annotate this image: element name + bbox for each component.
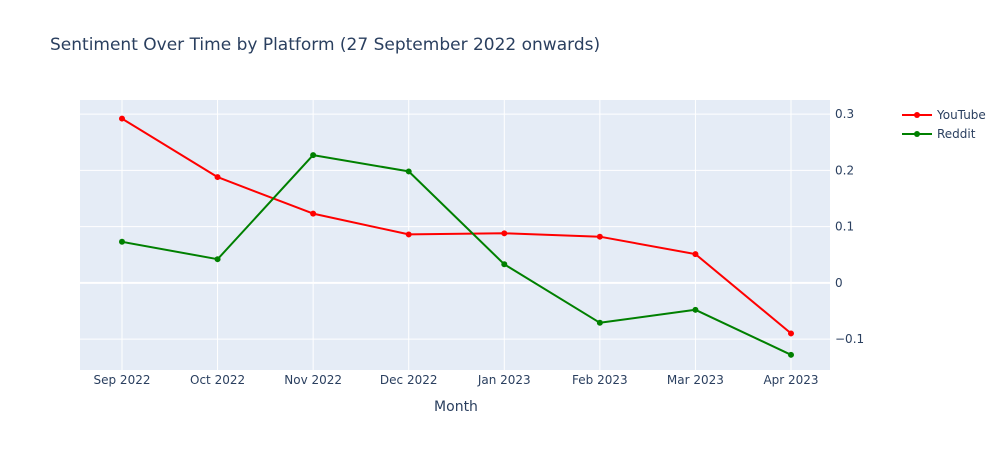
data-point-youtube[interactable] [119, 115, 125, 122]
data-point-reddit[interactable] [501, 261, 508, 268]
legend-item-youtube[interactable]: YouTube [902, 108, 986, 122]
legend-label: Reddit [937, 127, 976, 141]
y-tick-label: 0 [835, 276, 843, 290]
legend-label: YouTube [936, 108, 986, 122]
y-tick-label: 0.3 [835, 107, 854, 121]
data-point-youtube[interactable] [214, 174, 221, 181]
plot-area [80, 100, 830, 370]
data-point-youtube[interactable] [596, 233, 603, 240]
x-tick-label: Oct 2022 [190, 373, 245, 387]
series-layer [119, 115, 794, 358]
x-tick-label: Apr 2023 [763, 373, 818, 387]
data-point-reddit[interactable] [310, 152, 317, 159]
series-line-reddit [121, 154, 792, 356]
x-tick-label: Feb 2023 [572, 373, 628, 387]
y-tick-label: −0.1 [835, 332, 864, 346]
data-point-reddit[interactable] [214, 256, 221, 263]
data-point-reddit[interactable] [788, 351, 794, 358]
x-tick-label: Dec 2022 [380, 373, 438, 387]
data-point-youtube[interactable] [692, 251, 699, 258]
legend-item-reddit[interactable]: Reddit [902, 127, 976, 141]
legend[interactable]: YouTube Reddit [902, 108, 986, 141]
y-tick-label: 0.2 [835, 163, 854, 177]
data-point-youtube[interactable] [501, 230, 508, 237]
x-tick-label: Jan 2023 [477, 373, 531, 387]
x-axis-title: Month [434, 399, 478, 415]
data-point-youtube[interactable] [310, 210, 317, 217]
data-point-reddit[interactable] [692, 306, 699, 313]
data-point-reddit[interactable] [119, 238, 125, 245]
x-tick-label: Mar 2023 [667, 373, 724, 387]
ticks: Sep 2022 Oct 2022 Nov 2022 Dec 2022 Jan 2023… [94, 107, 865, 387]
data-point-youtube[interactable] [405, 231, 412, 238]
x-tick-label: Sep 2022 [94, 373, 151, 387]
data-point-reddit[interactable] [405, 168, 412, 175]
y-tick-label: 0.1 [835, 220, 854, 234]
data-point-youtube[interactable] [788, 330, 794, 337]
data-point-reddit[interactable] [596, 319, 603, 326]
legend-marker [914, 112, 920, 118]
legend-marker [914, 131, 920, 137]
x-tick-label: Nov 2022 [284, 373, 342, 387]
series-line-youtube [121, 117, 792, 335]
chart-title: Sentiment Over Time by Platform (27 Sept… [50, 35, 600, 55]
